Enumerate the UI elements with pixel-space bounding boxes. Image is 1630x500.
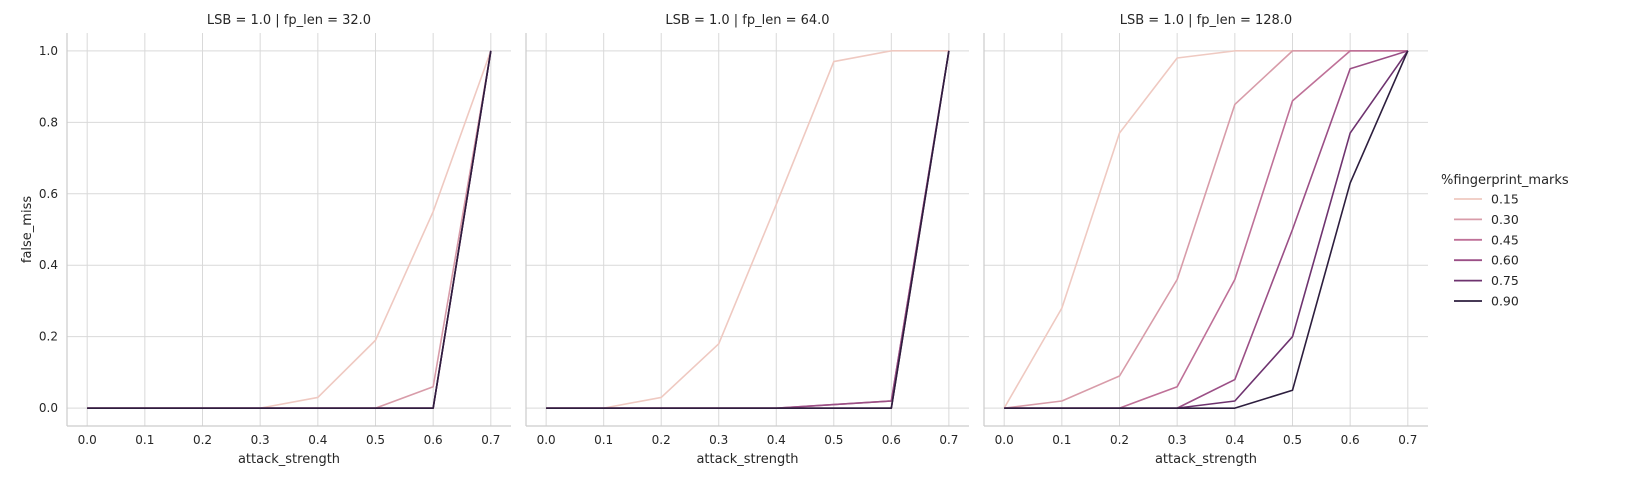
series-line-0.45 (1004, 50, 1408, 409)
series-line-0.90 (546, 50, 950, 409)
series-line-0.75 (546, 50, 950, 409)
x-tick-label: 0.5 (824, 433, 843, 447)
x-tick-label: 0.7 (1398, 433, 1417, 447)
x-tick-label: 0.2 (193, 433, 212, 447)
panel-2: 0.0 0.1 0.2 0.3 0.4 0.5 0.6 0.7 LSB = 1.0 | fp_l… (525, 13, 969, 467)
x-tick-label: 0.5 (1283, 433, 1302, 447)
series-line-0.75 (1004, 50, 1409, 409)
series-line-0.45 (87, 50, 492, 409)
series-line-0.60 (546, 50, 950, 409)
y-tick-label: 0.6 (39, 187, 58, 201)
series-lines (546, 50, 950, 409)
series-line-0.30 (546, 50, 950, 409)
y-tick-label: 0.4 (39, 258, 58, 272)
x-tick-label: 0.0 (995, 433, 1014, 447)
panel-3: 0.0 0.1 0.2 0.3 0.4 0.5 0.6 0.7 LSB = 1.0 | fp_l… (983, 13, 1428, 467)
x-tick-label: 0.5 (366, 433, 385, 447)
series-line-0.30 (87, 50, 492, 409)
x-tick-label: 0.3 (1168, 433, 1187, 447)
series-line-0.15 (87, 50, 492, 409)
legend-label: 0.75 (1491, 273, 1519, 288)
panel-1: 0.0 0.1 0.2 0.3 0.4 0.5 0.6 0.7 0.0 0.2 0.4 0.6 0.8 1… (20, 13, 511, 467)
x-tick-label: 0.6 (1341, 433, 1360, 447)
panel-title: LSB = 1.0 | fp_len = 128.0 (1120, 13, 1292, 28)
x-tick-label: 0.1 (594, 433, 613, 447)
y-tick-label: 0.0 (39, 401, 58, 415)
x-tick-label: 0.0 (537, 433, 556, 447)
series-lines (87, 50, 492, 409)
chart-panels: 0.0 0.1 0.2 0.3 0.4 0.5 0.6 0.7 0.0 0.2 0.4 0.6 0.8 1… (20, 13, 1428, 467)
x-tick-labels: 0.0 0.1 0.2 0.3 0.4 0.5 0.6 0.7 (78, 433, 501, 447)
y-axis-label: false_miss (20, 196, 35, 263)
y-tick-labels: 0.0 0.2 0.4 0.6 0.8 1.0 (39, 44, 58, 415)
x-axis-label: attack_strength (238, 452, 340, 467)
legend: %fingerprint_marks 0.150.300.450.600.750… (1441, 173, 1569, 309)
y-tick-label: 0.2 (39, 330, 58, 344)
x-tick-labels: 0.0 0.1 0.2 0.3 0.4 0.5 0.6 0.7 (537, 433, 959, 447)
legend-label: 0.60 (1491, 253, 1519, 268)
gridlines (984, 33, 1428, 426)
series-line-0.15 (546, 50, 949, 409)
x-tick-labels: 0.0 0.1 0.2 0.3 0.4 0.5 0.6 0.7 (995, 433, 1418, 447)
series-line-0.90 (1004, 50, 1409, 409)
series-line-0.60 (1004, 50, 1409, 409)
x-tick-label: 0.4 (308, 433, 327, 447)
x-tick-label: 0.7 (939, 433, 958, 447)
gridlines (67, 33, 511, 426)
series-line-0.60 (87, 50, 492, 409)
x-tick-label: 0.2 (652, 433, 671, 447)
legend-label: 0.15 (1491, 192, 1519, 207)
x-tick-label: 0.2 (1110, 433, 1129, 447)
x-axis-label: attack_strength (1155, 452, 1257, 467)
legend-label: 0.30 (1491, 212, 1519, 227)
y-tick-label: 0.8 (39, 115, 58, 129)
x-tick-label: 0.3 (251, 433, 270, 447)
series-line-0.75 (87, 50, 492, 409)
series-line-0.90 (87, 50, 492, 409)
panel-title: LSB = 1.0 | fp_len = 32.0 (207, 13, 371, 28)
x-tick-label: 0.7 (481, 433, 500, 447)
panel-title: LSB = 1.0 | fp_len = 64.0 (665, 13, 829, 28)
x-tick-label: 0.3 (709, 433, 728, 447)
x-tick-label: 0.1 (135, 433, 154, 447)
series-lines (1003, 50, 1409, 409)
legend-label: 0.45 (1491, 232, 1519, 247)
legend-title: %fingerprint_marks (1441, 173, 1569, 188)
x-tick-label: 0.6 (882, 433, 901, 447)
series-line-0.15 (1003, 50, 1408, 409)
x-axis-label: attack_strength (696, 452, 798, 467)
gridlines (526, 33, 969, 426)
x-tick-label: 0.6 (424, 433, 443, 447)
series-line-0.45 (546, 50, 950, 409)
legend-entries: 0.15 0.30 0.45 0.60 0.75 0.90 (1454, 192, 1519, 309)
legend-label: 0.90 (1491, 294, 1519, 309)
y-tick-label: 1.0 (39, 44, 58, 58)
x-tick-label: 0.1 (1052, 433, 1071, 447)
series-line-0.30 (1004, 50, 1408, 409)
x-tick-label: 0.4 (767, 433, 786, 447)
x-tick-label: 0.4 (1225, 433, 1244, 447)
x-tick-label: 0.0 (78, 433, 97, 447)
